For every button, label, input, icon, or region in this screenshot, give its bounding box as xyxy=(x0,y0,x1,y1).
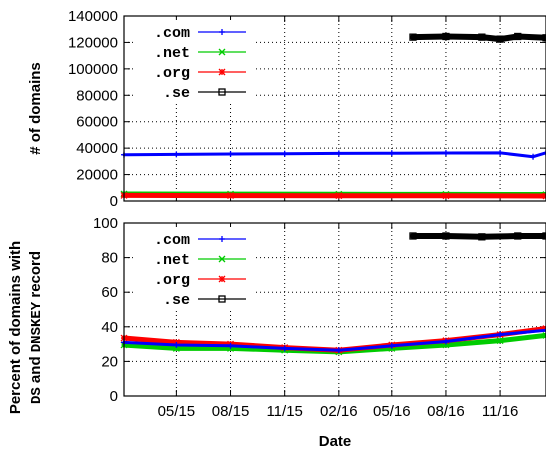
y-tick-label: 80000 xyxy=(76,87,118,104)
legend-box xyxy=(134,227,254,311)
y-axis-label-part: record xyxy=(27,251,44,302)
data-point-se xyxy=(409,232,417,240)
y-tick-label: 0 xyxy=(110,193,118,210)
legend-label-org: .org xyxy=(154,65,190,82)
legend-label-org: .org xyxy=(154,272,190,289)
data-point-org xyxy=(227,192,234,200)
y-axis-label-part: and xyxy=(27,352,44,387)
data-point-org xyxy=(542,192,546,197)
data-point-se xyxy=(514,232,522,240)
x-tick-label: 05/16 xyxy=(373,403,411,420)
y-tick-label: 80 xyxy=(101,250,118,267)
legend-label-net: .net xyxy=(154,45,190,62)
y-tick-label: 60 xyxy=(101,284,118,301)
y-tick-label: 100 xyxy=(93,215,118,232)
legend-marker-org xyxy=(218,275,226,283)
data-point-se xyxy=(442,232,450,240)
y-tick-label: 60000 xyxy=(76,114,118,131)
plot-frame xyxy=(123,222,546,397)
data-point-se xyxy=(409,33,417,41)
x-tick-label: 08/15 xyxy=(212,403,250,420)
data-point-net xyxy=(542,331,546,337)
domains-count-panel: 0 20000 40000 60000 80000 100000 120000 140000.… xyxy=(27,8,546,210)
legend-marker-se xyxy=(218,295,226,303)
y-tick-label: 20 xyxy=(101,353,118,370)
data-point-net xyxy=(542,334,546,339)
series-line-com xyxy=(122,151,546,159)
y-tick-label: 0 xyxy=(110,388,118,405)
data-point-se xyxy=(442,32,450,41)
data-point-se xyxy=(514,32,522,41)
legend-label-se: .se xyxy=(163,85,190,102)
plot-frame xyxy=(123,15,546,202)
x-axis-label: Date xyxy=(319,433,352,450)
x-tick-label: 02/16 xyxy=(320,403,358,420)
x-tick-label: 11/16 xyxy=(482,403,518,420)
legend-marker-net xyxy=(218,255,226,263)
data-point-se xyxy=(478,33,486,41)
data-point-se xyxy=(542,232,546,240)
data-point-net xyxy=(496,337,504,345)
y-tick-label: 120000 xyxy=(68,34,118,51)
x-tick-label: 05/15 xyxy=(158,403,196,420)
y-tick-label: 40000 xyxy=(76,140,118,157)
data-point-se xyxy=(478,233,486,241)
x-tick-label: 11/15 xyxy=(266,403,302,420)
y-axis-label-part: DS xyxy=(29,387,45,404)
y-tick-label: 40 xyxy=(101,319,118,336)
series-line-org xyxy=(121,192,546,199)
ds-percent-panel: 0 20 40 60 80 100 05/15 08/15 11/15 02/16 05/16 08/… xyxy=(7,215,546,420)
legend-label-com: .com xyxy=(154,232,190,249)
series-line-se xyxy=(410,33,546,43)
data-point-org xyxy=(542,195,546,200)
data-point-org xyxy=(335,192,343,200)
y-tick-label: 100000 xyxy=(68,61,118,78)
legend-marker-net xyxy=(218,48,226,56)
y-tick-label: 20000 xyxy=(76,167,118,184)
y-axis-label-line2: DS and DNSKEY record xyxy=(27,251,45,404)
legend-marker-org xyxy=(218,68,226,76)
data-point-org xyxy=(542,325,546,330)
y-axis-label-part: DNSKEY xyxy=(29,301,45,352)
y-axis-label-line1: Percent of domains with xyxy=(7,241,24,414)
legend-label-com: .com xyxy=(154,25,190,42)
legend-box xyxy=(134,20,254,104)
data-point-org xyxy=(442,192,450,200)
y-tick-label: 140000 xyxy=(68,8,118,25)
legend-label-se: .se xyxy=(163,292,190,309)
series-line-se xyxy=(410,233,546,240)
legend-label-net: .net xyxy=(154,252,190,269)
data-point-net xyxy=(542,191,546,196)
data-point-se xyxy=(496,35,504,43)
y-axis-label: # of domains xyxy=(27,62,44,155)
legend-marker-se xyxy=(218,88,226,96)
data-point-se xyxy=(542,34,546,42)
x-tick-label: 08/16 xyxy=(427,403,465,420)
